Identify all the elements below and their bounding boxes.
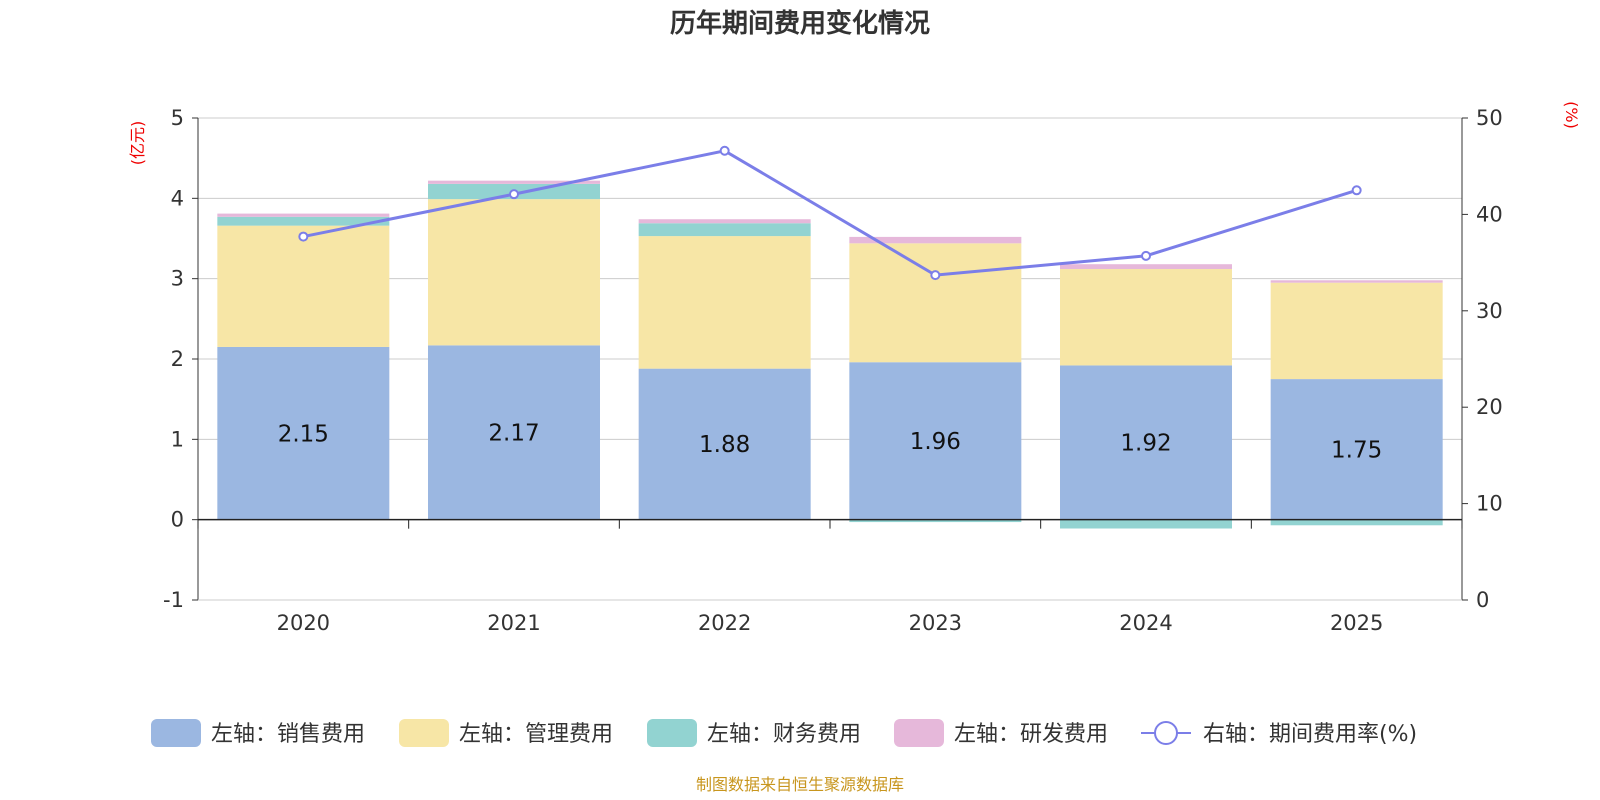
- x-axis-tick-label: 2020: [277, 611, 330, 635]
- bar-segment: [1270, 282, 1443, 380]
- bar-segment: [849, 243, 1022, 363]
- bar-segment: [1060, 269, 1232, 366]
- bar-data-label: 1.92: [1120, 431, 1171, 457]
- chart-title: 历年期间费用变化情况: [670, 8, 930, 39]
- left-axis-tick-label: -1: [163, 588, 184, 612]
- x-axis-tick-label: 2023: [909, 611, 962, 635]
- left-axis-tick-label: 1: [171, 427, 184, 451]
- rate-point: [298, 231, 309, 242]
- bar-segment: [638, 223, 811, 237]
- right-axis-tick-label: 30: [1476, 299, 1503, 323]
- bar-data-label: 1.75: [1331, 437, 1382, 463]
- legend-swatch: [894, 719, 944, 747]
- bar-segment: [1270, 379, 1443, 520]
- right-axis-tick-label: 50: [1476, 106, 1503, 130]
- bar-segment: [1060, 519, 1232, 529]
- legend-marker: [1154, 721, 1178, 745]
- bar-segment: [217, 346, 390, 520]
- left-axis-tick-label: 2: [171, 347, 184, 371]
- bar-segment: [428, 180, 600, 184]
- rate-point: [930, 270, 941, 281]
- bar-segment: [849, 519, 1022, 523]
- x-axis-tick-label: 2022: [698, 611, 751, 635]
- bar-segment: [638, 368, 811, 520]
- right-axis-unit: (%): [1562, 101, 1581, 129]
- legend-swatch: [151, 719, 201, 747]
- bar-data-label: 1.88: [699, 432, 750, 458]
- x-axis-tick-label: 2021: [487, 611, 540, 635]
- bar-segment: [849, 362, 1022, 520]
- right-axis-tick-label: 40: [1476, 202, 1503, 226]
- bar-segment: [1270, 519, 1443, 526]
- rate-point: [509, 189, 519, 200]
- legend-label: 左轴：销售费用: [211, 722, 365, 747]
- rate-point: [719, 145, 730, 156]
- bar-segment: [638, 219, 811, 224]
- bar-segment: [217, 213, 390, 217]
- legend-label: 左轴：财务费用: [707, 722, 861, 747]
- legend-label: 右轴：期间费用率(%): [1203, 722, 1417, 747]
- bar-segment: [1270, 280, 1443, 283]
- bar-segment: [217, 225, 390, 347]
- bar-data-label: 1.96: [910, 429, 961, 455]
- bar-data-labels: 2.15 2.17 1.88 1.96 1.92 1.75: [278, 421, 1383, 464]
- bar-segment: [428, 345, 600, 520]
- legend-swatch: [647, 719, 697, 747]
- legend: 左轴：销售费用 左轴：管理费用 左轴：财务费用 左轴：研发费用 右轴：期间费用率(%): [151, 719, 1417, 747]
- rate-point: [1351, 185, 1362, 196]
- rate-line-series: [298, 145, 1362, 281]
- source-note: 制图数据来自恒生聚源数据库: [696, 775, 904, 794]
- rate-point: [1141, 250, 1151, 261]
- x-axis-tick-label: 2025: [1330, 611, 1383, 635]
- left-axis-tick-label: 5: [171, 106, 184, 130]
- left-axis-tick-label: 4: [171, 186, 184, 210]
- bar-segment: [849, 236, 1022, 244]
- bar-data-label: 2.15: [278, 421, 329, 447]
- left-axis-tick-label: 0: [171, 508, 184, 532]
- left-axis-unit: (亿元): [128, 121, 147, 166]
- legend-label: 左轴：管理费用: [459, 722, 613, 747]
- left-axis-tick-label: 3: [171, 267, 184, 291]
- bar-segment: [1060, 264, 1232, 270]
- right-axis-tick-label: 20: [1476, 395, 1503, 419]
- x-axis-tick-label: 2024: [1119, 611, 1172, 635]
- bar-segment: [638, 236, 811, 369]
- rate-line: [303, 149, 1358, 277]
- bars: [217, 180, 1443, 529]
- bar-segment: [1060, 365, 1232, 520]
- legend-label: 左轴：研发费用: [954, 722, 1108, 747]
- bar-segment: [428, 199, 600, 346]
- right-axis-tick-label: 0: [1476, 588, 1489, 612]
- legend-swatch: [399, 719, 449, 747]
- right-axis-tick-label: 10: [1476, 492, 1503, 516]
- bar-data-label: 2.17: [488, 421, 539, 447]
- bar-segment: [217, 216, 390, 226]
